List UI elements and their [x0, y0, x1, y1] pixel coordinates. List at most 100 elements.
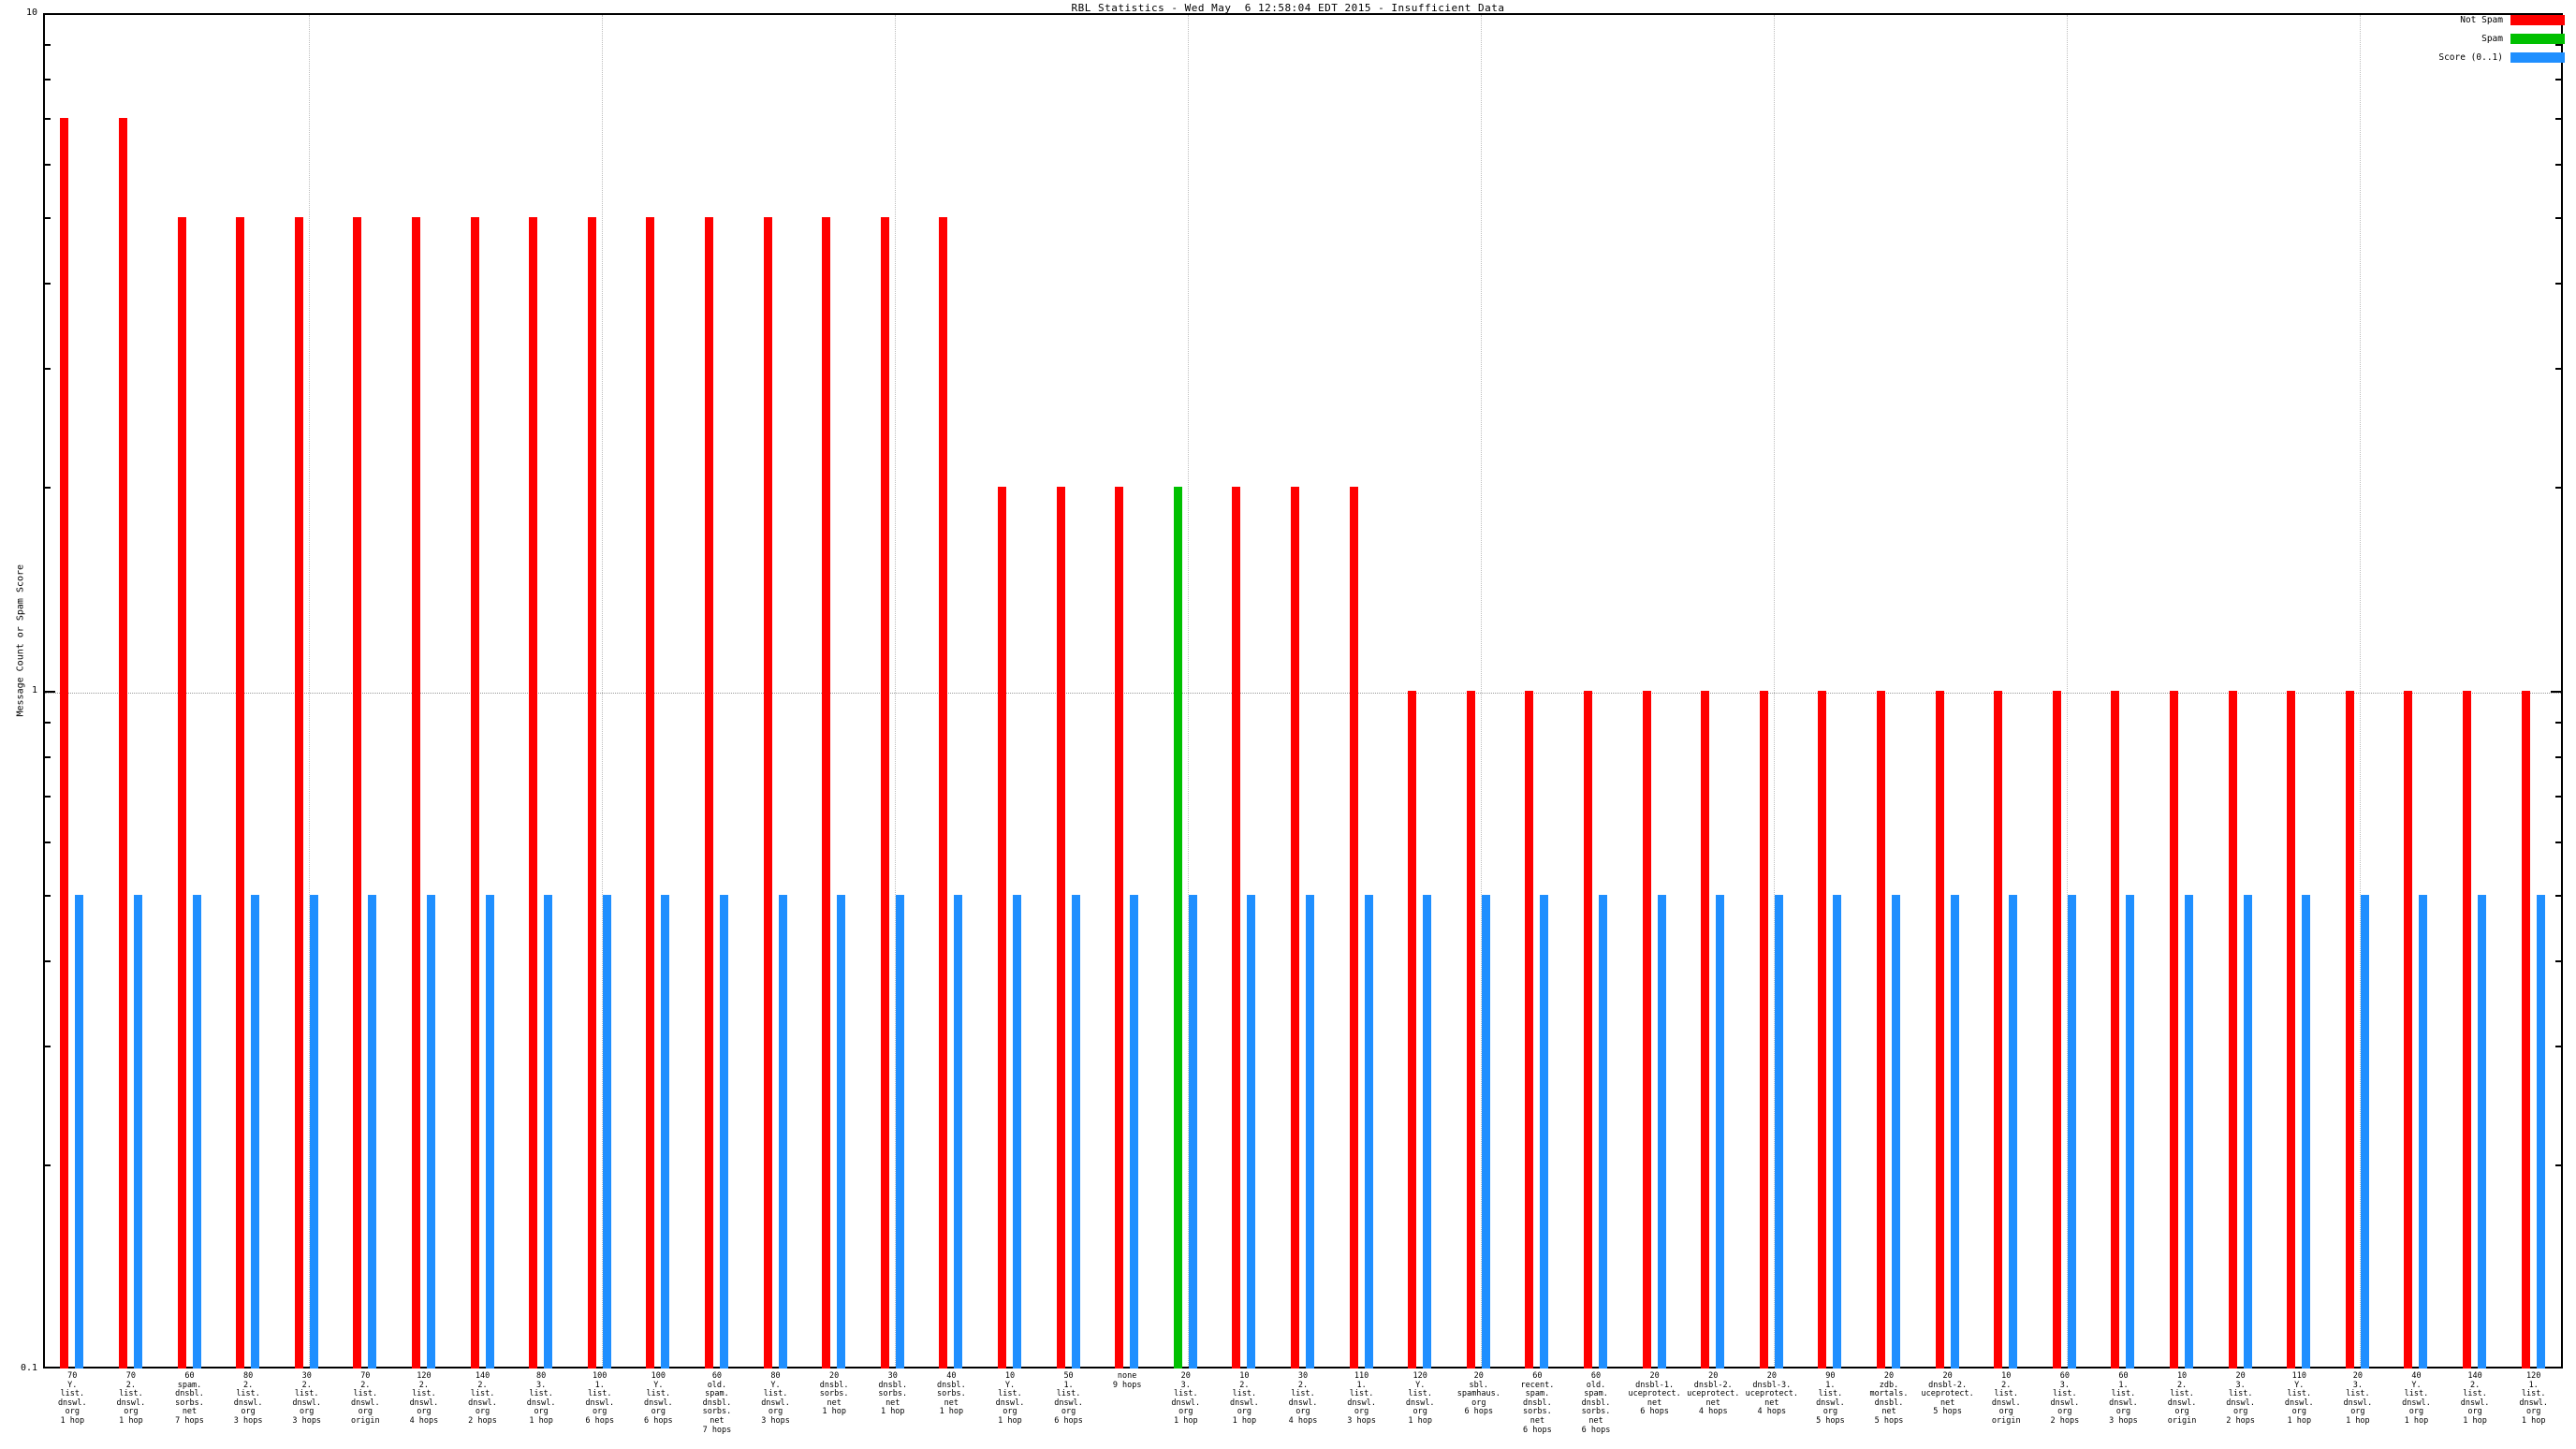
bar-not-spam	[2463, 691, 2472, 1368]
x-tick-label: none 9 hops	[1112, 1371, 1142, 1390]
y-tick-minor	[43, 44, 51, 47]
y-tick-minor-right	[2555, 487, 2563, 490]
y-tick-minor-right	[2555, 722, 2563, 724]
bar-score	[778, 894, 787, 1368]
x-tick-label: 20 zdb. mortals. dnsbl. net 5 hops	[1869, 1371, 1909, 1426]
x-gridline	[1187, 15, 1189, 1367]
bar-score	[719, 894, 728, 1368]
x-tick-label: 140 2. list. dnswl. org 2 hops	[468, 1371, 497, 1426]
bar-score	[1950, 894, 1959, 1368]
x-tick-label: 10 2. list. dnswl. org origin	[2167, 1371, 2197, 1426]
x-tick-label: 120 1. list. dnswl. org 1 hop	[2519, 1371, 2549, 1426]
bar-not-spam	[1935, 691, 1944, 1368]
x-gridline	[1480, 15, 1482, 1367]
x-tick-label: 60 old. spam. dnsbl. sorbs. net 7 hops	[702, 1371, 732, 1435]
y-tick-minor-right	[2555, 44, 2563, 47]
y-tick-mark-right	[2551, 691, 2563, 693]
bar-score	[661, 894, 670, 1368]
bar-score	[1247, 894, 1256, 1368]
bar-score	[2302, 894, 2311, 1368]
x-tick-label: 120 2. list. dnswl. org 4 hops	[409, 1371, 439, 1426]
bar-not-spam	[236, 216, 245, 1368]
x-tick-label: 30 2. list. dnswl. org 4 hops	[1288, 1371, 1318, 1426]
legend-swatch-score	[2510, 52, 2565, 63]
bar-not-spam	[2404, 691, 2413, 1368]
bar-not-spam	[60, 118, 69, 1368]
y-tick-minor	[43, 894, 51, 897]
bar-not-spam	[2345, 691, 2354, 1368]
plot-area	[43, 13, 2563, 1368]
bar-score	[1774, 894, 1783, 1368]
bar-score	[1071, 894, 1080, 1368]
bar-not-spam	[470, 216, 479, 1368]
x-tick-label: 70 2. list. dnswl. org origin	[350, 1371, 380, 1426]
bar-score	[1188, 894, 1197, 1368]
x-tick-label: 20 dnsbl-1. uceprotect. net 6 hops	[1628, 1371, 1681, 1417]
bar-score	[426, 894, 435, 1368]
bar-score	[251, 894, 260, 1368]
x-tick-label: 20 dnsbl-2. uceprotect. net 4 hops	[1687, 1371, 1740, 1417]
y-tick-minor	[43, 1045, 51, 1047]
x-tick-label: 60 old. spam. dnsbl. sorbs. net 6 hops	[1581, 1371, 1611, 1435]
y-tick-minor	[43, 163, 51, 166]
bar-score	[2360, 894, 2369, 1368]
y-tick-minor	[43, 722, 51, 724]
x-gridline	[2359, 15, 2361, 1367]
x-tick-label: 60 recent. spam. dnsbl. sorbs. net 6 hop…	[1520, 1371, 1555, 1435]
legend-item-score: Score (0..1)	[2438, 52, 2565, 63]
bar-score	[485, 894, 494, 1368]
x-tick-label: 10 2. list. dnswl. org 1 hop	[1230, 1371, 1259, 1426]
bar-not-spam	[1291, 487, 1299, 1368]
legend-label-score: Score (0..1)	[2438, 52, 2503, 63]
y-tick-label: 0.1	[20, 1363, 37, 1373]
bar-score	[1306, 894, 1314, 1368]
bar-score	[1130, 894, 1139, 1368]
bar-not-spam	[1408, 691, 1417, 1368]
bar-score	[954, 894, 963, 1368]
bar-not-spam	[177, 216, 186, 1368]
legend-swatch-spam	[2510, 34, 2565, 44]
x-tick-label: 10 Y. list. dnswl. org 1 hop	[995, 1371, 1025, 1426]
x-tick-label: 110 Y. list. dnswl. org 1 hop	[2284, 1371, 2314, 1426]
bar-score	[192, 894, 201, 1368]
bar-score	[895, 894, 904, 1368]
y-tick-minor	[43, 283, 51, 285]
x-tick-label: 120 Y. list. dnswl. org 1 hop	[1405, 1371, 1435, 1426]
x-tick-label: 90 1. list. dnswl. org 5 hops	[1816, 1371, 1845, 1426]
bar-not-spam	[822, 216, 831, 1368]
legend-item-not-spam: Not Spam	[2460, 15, 2565, 25]
x-tick-label: 40 dnsbl. sorbs. net 1 hop	[937, 1371, 966, 1417]
bar-score	[837, 894, 846, 1368]
bar-score	[1481, 894, 1490, 1368]
bar-not-spam	[587, 216, 596, 1368]
chart-title: RBL Statistics - Wed May 6 12:58:04 EDT …	[1071, 2, 1505, 14]
y-tick-minor-right	[2555, 960, 2563, 963]
bar-not-spam	[1759, 691, 1768, 1368]
bar-score	[1892, 894, 1901, 1368]
x-tick-label: 110 1. list. dnswl. org 3 hops	[1347, 1371, 1376, 1426]
bar-score	[2185, 894, 2194, 1368]
x-tick-label: 50 1. list. dnswl. org 6 hops	[1054, 1371, 1083, 1426]
x-tick-label: 30 2. list. dnswl. org 3 hops	[292, 1371, 322, 1426]
bar-score	[75, 894, 84, 1368]
bar-not-spam	[2228, 691, 2237, 1368]
bar-score	[309, 894, 318, 1368]
x-gridline	[1773, 15, 1775, 1367]
y-gridline	[45, 693, 2561, 694]
x-tick-label: 80 3. list. dnswl. org 1 hop	[526, 1371, 556, 1426]
bar-not-spam	[1584, 691, 1593, 1368]
bar-not-spam	[880, 216, 889, 1368]
x-tick-label: 30 dnsbl. sorbs. net 1 hop	[878, 1371, 908, 1417]
y-tick-minor-right	[2555, 216, 2563, 219]
bar-score	[2067, 894, 2076, 1368]
y-axis-label: Message Count or Spam Score	[15, 564, 26, 717]
y-tick-minor-right	[2555, 894, 2563, 897]
bar-not-spam	[704, 216, 713, 1368]
x-gridline	[601, 15, 603, 1367]
bar-not-spam	[2052, 691, 2061, 1368]
bar-score	[368, 894, 377, 1368]
y-tick-minor	[43, 367, 51, 370]
y-tick-minor	[43, 118, 51, 121]
y-tick-minor	[43, 216, 51, 219]
y-tick-label: 1	[31, 685, 37, 695]
